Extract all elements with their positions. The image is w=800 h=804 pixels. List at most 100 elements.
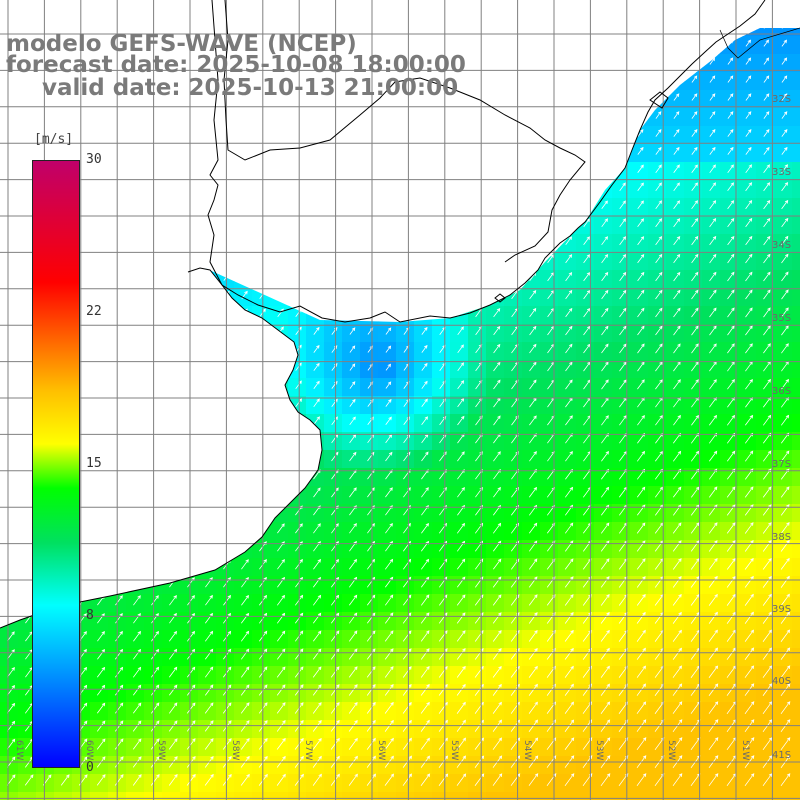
wind-arrow <box>745 217 753 228</box>
wind-arrow <box>673 28 679 29</box>
wind-arrow <box>763 200 771 210</box>
wind-arrow <box>222 773 232 786</box>
wind-speed-cell <box>0 144 19 163</box>
wind-arrow <box>421 272 428 281</box>
wind-arrow <box>782 4 786 10</box>
wind-speed-cell <box>342 792 361 800</box>
wind-arrow <box>511 182 518 191</box>
wind-speed-cell <box>612 126 631 145</box>
wind-arrow <box>619 93 626 101</box>
wind-arrow <box>781 129 788 137</box>
wind-arrow <box>600 611 610 624</box>
wind-speed-cell <box>396 792 415 800</box>
wind-arrow <box>744 575 754 588</box>
wind-arrow <box>385 363 391 371</box>
colorbar-tick-22: 22 <box>86 304 102 319</box>
wind-arrow <box>151 523 159 534</box>
wind-arrow <box>133 416 140 426</box>
wind-speed-cell <box>414 126 433 145</box>
wind-arrow <box>438 701 448 714</box>
wind-arrow <box>151 595 159 606</box>
lon-label-59w: 59W <box>156 740 166 761</box>
wind-speed-cell <box>504 126 523 145</box>
wind-arrow <box>168 774 178 786</box>
wind-arrow <box>745 75 752 83</box>
wind-arrow <box>511 164 518 173</box>
wind-arrow <box>277 344 284 354</box>
wind-speed-cell <box>180 162 199 181</box>
wind-arrow <box>384 612 394 624</box>
wind-arrow <box>673 379 681 390</box>
wind-arrow <box>222 630 232 642</box>
wind-arrow <box>547 182 554 191</box>
wind-arrow <box>25 148 31 155</box>
lat-label-33s: 33S <box>772 167 792 178</box>
wind-arrow <box>564 665 574 678</box>
wind-arrow <box>457 200 464 209</box>
wind-arrow <box>619 325 627 336</box>
wind-arrow <box>133 398 140 408</box>
wind-arrow <box>709 235 717 246</box>
wind-arrow <box>295 236 302 245</box>
wind-arrow <box>475 218 482 227</box>
wind-speed-cell <box>648 0 667 19</box>
wind-arrow <box>781 57 788 65</box>
wind-arrow <box>529 361 537 372</box>
valid-date: valid date: 2025-10-13 21:00:00 <box>42 75 459 101</box>
wind-speed-cell <box>324 180 343 199</box>
wind-arrow <box>547 236 554 246</box>
wind-speed-cell <box>792 522 800 541</box>
wind-speed-cell <box>504 792 523 800</box>
wind-speed-cell <box>396 180 415 199</box>
wind-speed-cell <box>558 36 577 55</box>
wind-speed-cell <box>198 414 217 433</box>
wind-arrow <box>781 164 788 174</box>
wind-speed-cell <box>792 540 800 559</box>
wind-arrow <box>744 647 755 660</box>
wind-arrow <box>709 325 717 336</box>
wind-arrow <box>331 308 338 317</box>
wind-speed-cell <box>792 216 800 235</box>
wind-arrow <box>25 165 31 173</box>
wind-arrow <box>151 469 159 480</box>
wind-speed-cell <box>198 0 217 19</box>
wind-arrow <box>583 254 591 264</box>
wind-speed-cell <box>414 162 433 181</box>
wind-arrow <box>114 702 124 714</box>
wind-arrow <box>313 183 320 191</box>
wind-speed-cell <box>234 0 253 19</box>
wind-speed-cell <box>0 342 19 361</box>
wind-arrow <box>458 5 462 11</box>
wind-speed-cell <box>90 252 109 271</box>
wind-arrow <box>205 129 211 137</box>
wind-arrow <box>511 57 518 65</box>
wind-speed-cell <box>0 90 19 109</box>
wind-arrow <box>133 613 141 624</box>
wind-arrow <box>348 684 358 696</box>
colorbar-tick-30: 30 <box>86 152 102 167</box>
wind-arrow <box>565 307 573 318</box>
wind-speed-cell <box>612 450 631 469</box>
wind-arrow <box>169 326 176 335</box>
wind-speed-cell <box>216 216 235 235</box>
wind-speed-cell <box>306 792 325 800</box>
wind-arrow <box>762 486 772 498</box>
wind-arrow <box>151 416 159 426</box>
wind-arrow <box>169 487 177 498</box>
wind-arrow <box>727 253 735 264</box>
wind-arrow <box>709 164 716 174</box>
wind-arrow <box>133 326 140 335</box>
wind-arrow <box>277 380 284 390</box>
wind-arrow <box>457 451 465 462</box>
wind-arrow <box>781 343 789 354</box>
wind-arrow <box>115 255 122 263</box>
wind-arrow <box>655 415 663 426</box>
wind-arrow <box>583 146 590 155</box>
wind-arrow <box>241 398 249 408</box>
wind-arrow <box>134 5 138 11</box>
wind-arrow <box>349 28 355 29</box>
wind-speed-cell <box>270 486 289 505</box>
wind-speed-cell <box>504 90 523 109</box>
wind-arrow <box>420 737 430 750</box>
wind-speed-cell <box>396 288 415 307</box>
